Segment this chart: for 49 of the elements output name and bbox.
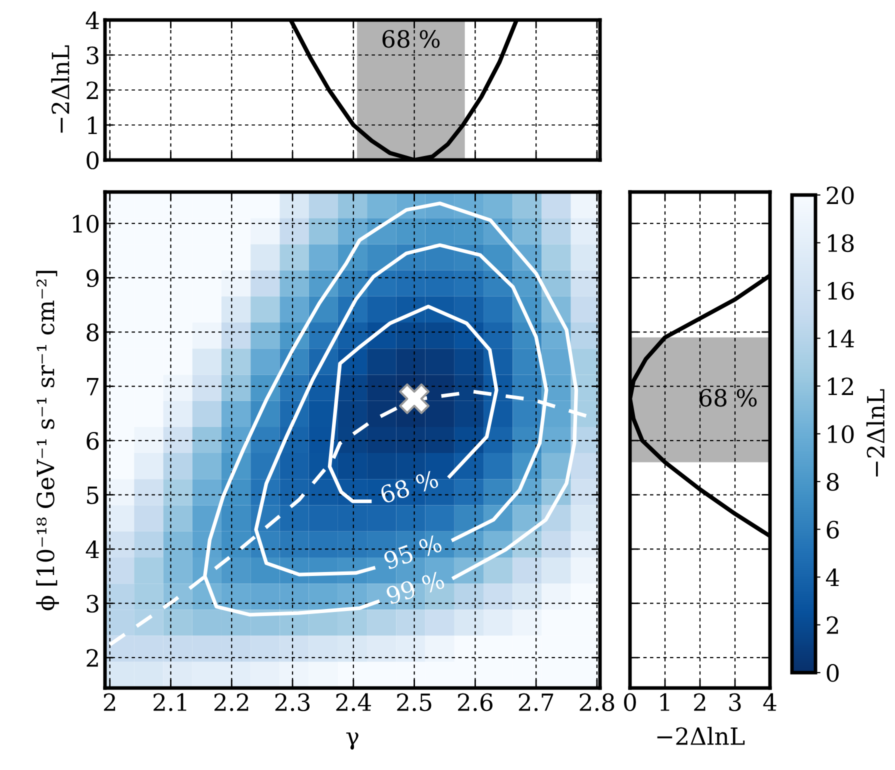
y-axis-title: −2ΔlnL [51,45,70,133]
y-tick-label: 7 [87,378,98,396]
color-bar-label: 10 [828,425,854,444]
x-tick-label: 2.3 [275,693,310,712]
color-bar-title: −2ΔlnL [866,389,884,476]
x-tick-label: 2.4 [336,693,371,712]
color-bar-label: 2 [826,616,838,634]
x-tick-label: 3 [729,693,741,712]
x-axis-title: −2ΔlnL [657,726,745,745]
x-tick-label: 2.5 [397,693,432,712]
text: 95 % [382,534,443,570]
y-axis-title: ϕ [10⁻¹⁸ GeV⁻¹ s⁻¹ sr⁻¹ cm⁻²] [36,270,59,610]
y-tick-label: 4 [86,11,99,29]
y-tick-label: 1 [88,116,97,134]
x-tick-label: 2.7 [518,693,554,712]
x-tick-label: 0 [624,693,636,712]
y-tick-label: 2 [86,649,98,667]
y-tick-label: 8 [86,323,99,342]
color-bar-label: 12 [828,377,853,396]
text: 68 % [379,470,440,504]
x-tick-label: 4 [763,693,776,711]
y-tick-label: 3 [86,594,98,613]
y-tick-label: 2 [86,81,98,99]
y-tick-label: 0 [86,151,99,170]
x-axis-title: γ [346,732,358,750]
color-bar-label: 0 [826,664,839,682]
text: 99 % [385,570,446,605]
y-tick-label: 3 [86,46,98,64]
x-tick-label: 2.2 [214,693,248,712]
color-bar-label: 6 [826,520,839,539]
y-tick-label: 10 [72,214,99,233]
band-label: 68 % [700,388,757,407]
y-tick-label: 5 [87,486,98,504]
x-tick-label: 1 [660,693,670,711]
x-tick-label: 2.1 [154,693,186,712]
color-bar-label: 20 [826,186,854,204]
y-tick-label: 9 [86,269,99,288]
y-tick-label: 6 [86,432,99,450]
x-tick-label: 2 [694,693,706,711]
color-bar-label: 18 [828,234,854,252]
color-bar-label: 16 [828,282,854,300]
x-tick-label: 2 [104,693,116,711]
color-bar-label: 4 [826,568,840,586]
band-label: 68 % [382,30,440,48]
color-bar-label: 8 [826,473,839,491]
x-tick-label: 2.8 [580,693,614,712]
color-bar-label: 14 [828,330,854,348]
y-tick-label: 4 [86,540,99,558]
x-tick-label: 2.6 [458,693,492,712]
